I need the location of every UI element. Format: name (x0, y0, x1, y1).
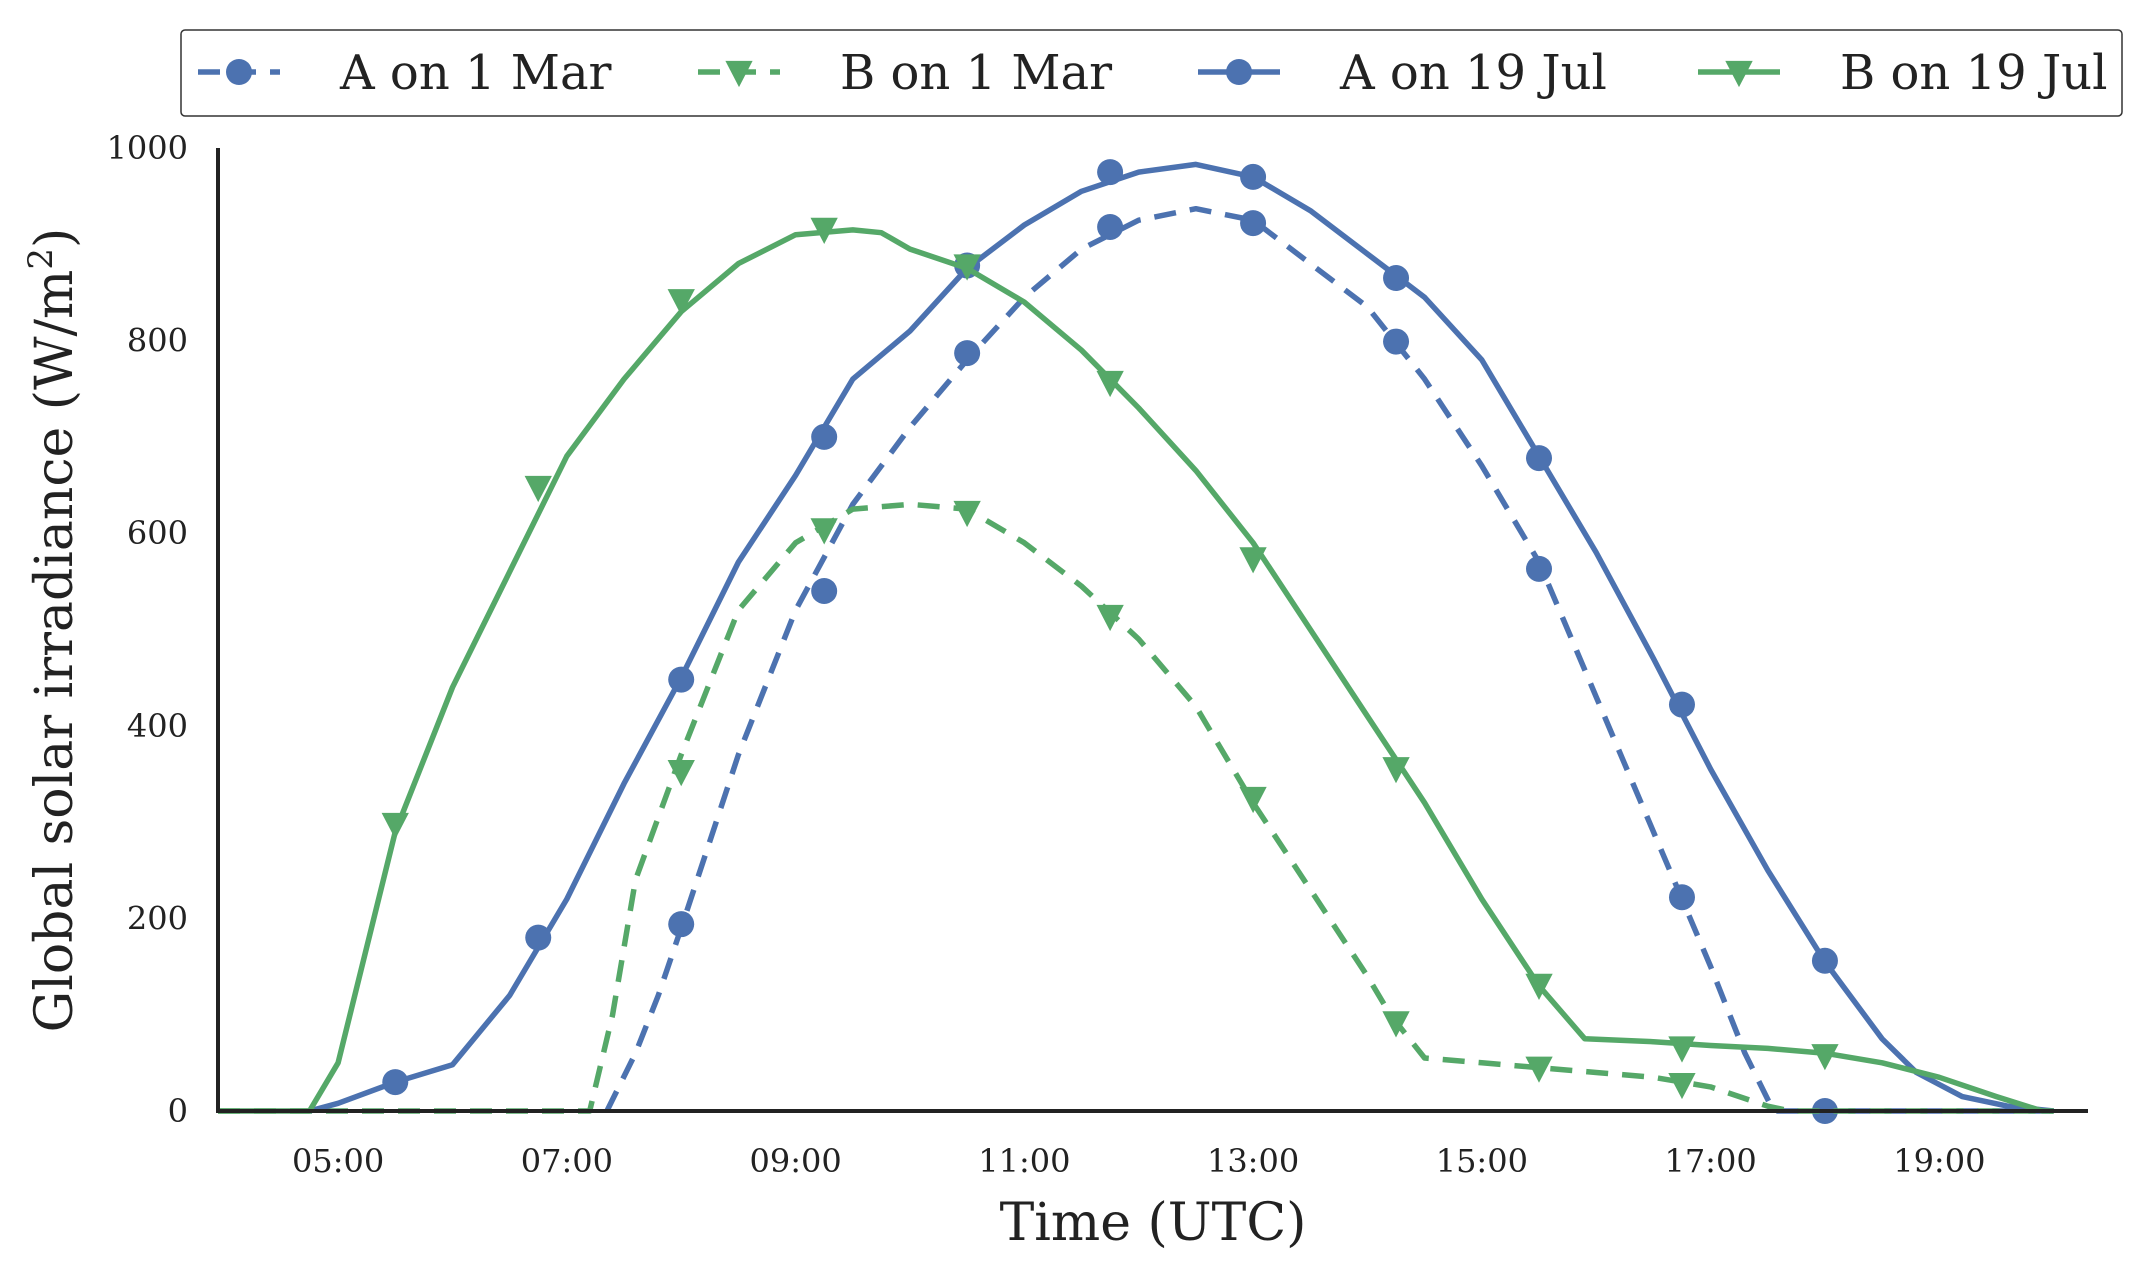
data-point (810, 217, 838, 244)
legend-item: B on 1 Mar (698, 45, 1112, 101)
data-point (1668, 1036, 1696, 1063)
x-tick-label: 13:00 (1207, 1142, 1299, 1180)
legend-marker-swatch (226, 59, 252, 85)
legend: A on 1 Mar B on 1 Mar A on 19 Jul B on 19 J… (180, 29, 2123, 117)
legend-item: A on 1 Mar (198, 45, 612, 101)
x-tick-label: 15:00 (1436, 1142, 1528, 1180)
series-a-on-1-mar (604, 205, 2054, 1124)
y-axis-title-suffix: ) (25, 228, 85, 248)
series-layer (218, 159, 2054, 1124)
data-point (1526, 445, 1553, 472)
data-point (1383, 328, 1410, 355)
data-point (1668, 884, 1695, 911)
x-tick-label: 19:00 (1893, 1142, 1985, 1180)
data-point (1525, 973, 1553, 1000)
legend-marker-swatch (1226, 59, 1252, 85)
data-point (953, 254, 981, 281)
legend-marker-swatch (725, 60, 753, 88)
series-b-on-1-mar (218, 500, 2054, 1114)
series-b-on-19-jul (218, 217, 2054, 1114)
x-tick-label: 05:00 (292, 1142, 384, 1180)
y-axis-title-main: Global solar irradiance (W/m (25, 270, 85, 1033)
data-point (668, 666, 695, 693)
data-point (525, 924, 552, 951)
data-point (1382, 757, 1410, 784)
data-point (1811, 1044, 1839, 1071)
legend-frame (180, 29, 2123, 117)
y-tick-label: 1000 (107, 129, 188, 167)
data-point (1096, 370, 1124, 398)
data-point (1383, 265, 1410, 292)
series-a-on-19-jul (308, 159, 2054, 1114)
data-point (1097, 213, 1124, 240)
legend-label: A on 1 Mar (339, 45, 612, 101)
data-point (810, 518, 838, 545)
data-point (382, 1069, 409, 1096)
data-point (1239, 547, 1267, 574)
legend-label: B on 19 Jul (1840, 45, 2107, 101)
data-point (1668, 691, 1695, 718)
data-point (381, 812, 409, 840)
series-line (218, 501, 2054, 1114)
x-tick-label: 17:00 (1664, 1142, 1756, 1180)
x-tick-label: 11:00 (978, 1142, 1070, 1180)
data-point (1240, 163, 1267, 190)
data-point (1525, 1056, 1553, 1083)
data-point (1239, 786, 1267, 814)
data-point (811, 423, 838, 450)
legend-label: A on 19 Jul (1339, 45, 1607, 101)
series-line (218, 227, 2054, 1114)
legend-item: A on 19 Jul (1198, 45, 1607, 101)
x-tick-labels: 05:00 07:00 09:00 11:00 13:00 15:00 17:00 19:00 (292, 1142, 1985, 1180)
series-line (604, 205, 2054, 1114)
legend-marker-swatch (1725, 60, 1753, 88)
y-tick-label: 0 (168, 1092, 188, 1130)
series-line (308, 161, 2054, 1114)
y-tick-label: 400 (127, 707, 188, 745)
y-tick-label: 800 (127, 322, 188, 360)
data-point (667, 289, 695, 316)
data-point (1382, 1011, 1410, 1038)
data-point (1811, 947, 1838, 974)
y-tick-label: 600 (127, 514, 188, 552)
x-tick-label: 07:00 (521, 1142, 613, 1180)
y-tick-label: 200 (127, 899, 188, 937)
data-point (1097, 159, 1124, 186)
data-point (524, 475, 552, 503)
y-axis-title: Global solar irradiance (W/m2) (21, 228, 85, 1033)
legend-item: B on 19 Jul (1698, 45, 2107, 101)
y-tick-labels: 0 200 400 600 800 1000 (107, 129, 188, 1130)
legend-label: B on 1 Mar (840, 45, 1112, 101)
data-point (667, 760, 695, 787)
data-point (1240, 210, 1267, 237)
legend-items: A on 1 Mar B on 1 Mar A on 19 Jul B on 19 J… (198, 45, 2107, 101)
y-axis-title-superscript: 2 (21, 248, 61, 270)
data-point (1096, 604, 1124, 632)
data-point (811, 577, 838, 604)
data-point (668, 911, 695, 938)
x-tick-label: 09:00 (749, 1142, 841, 1180)
data-point (1526, 555, 1553, 582)
data-point (953, 500, 981, 528)
data-point (954, 340, 981, 367)
x-axis-title: Time (UTC) (1000, 1193, 1307, 1253)
data-point (1668, 1073, 1696, 1100)
